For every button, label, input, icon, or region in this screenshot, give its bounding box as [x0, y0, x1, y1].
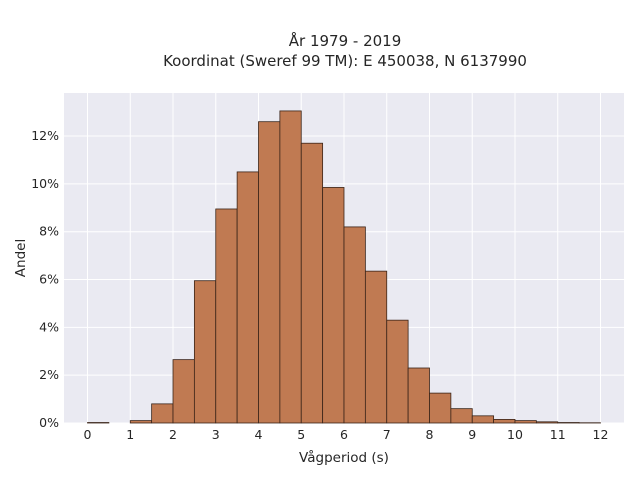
histogram-bar-18	[471, 415, 495, 424]
histogram-bar-12	[343, 226, 366, 424]
histogram-bar-15	[407, 367, 430, 424]
histogram-bar-4	[172, 359, 195, 424]
y-tick-label-2: 4%	[39, 319, 59, 334]
x-tick-labels: 0 1 2 3 4 5 6 7 8 9 10 11 12	[84, 427, 609, 442]
histogram-bar-13	[364, 270, 388, 424]
x-tick-label-4: 4	[255, 427, 263, 442]
histogram-bar-9	[279, 110, 302, 424]
y-tick-label-6: 12%	[31, 128, 59, 143]
x-tick-label-8: 8	[426, 427, 434, 442]
x-axis-label: Vågperiod (s)	[299, 449, 389, 466]
histogram-bar-16	[429, 392, 452, 424]
chart-title-line-1: År 1979 - 2019	[289, 31, 402, 50]
histogram-bar-3	[151, 403, 174, 424]
histogram-bar-2	[129, 420, 153, 424]
x-tick-label-3: 3	[212, 427, 220, 442]
histogram-bar-6	[215, 208, 238, 424]
histogram-bar-7	[236, 171, 259, 424]
x-tick-label-9: 9	[468, 427, 476, 442]
x-tick-label-6: 6	[340, 427, 348, 442]
x-tick-label-11: 11	[550, 427, 566, 442]
histogram-bar-21	[535, 421, 559, 424]
bars	[87, 110, 601, 424]
y-tick-label-3: 6%	[39, 272, 59, 287]
histogram-bar-5	[193, 280, 217, 424]
chart-title-line-2: Koordinat (Sweref 99 TM): E 450038, N 61…	[163, 52, 527, 70]
histogram-bar-11	[322, 187, 345, 424]
histogram-bar-19	[493, 419, 516, 424]
y-tick-labels: 0% 2% 4% 6% 8% 10% 12%	[31, 128, 59, 430]
x-tick-label-1: 1	[126, 427, 134, 442]
x-tick-label-2: 2	[169, 427, 177, 442]
y-tick-label-5: 10%	[31, 176, 59, 191]
x-tick-label-7: 7	[383, 427, 391, 442]
histogram-bar-14	[386, 319, 409, 424]
histogram-bar-8	[258, 121, 281, 424]
histogram-bar-20	[514, 420, 537, 424]
histogram-bar-10	[300, 142, 324, 424]
x-tick-label-5: 5	[297, 427, 305, 442]
y-axis-label: Andel	[13, 239, 29, 277]
y-tick-label-0: 0%	[39, 415, 59, 430]
x-tick-label-12: 12	[593, 427, 609, 442]
y-tick-label-4: 8%	[39, 224, 59, 239]
histogram-bar-17	[450, 408, 473, 424]
x-tick-label-10: 10	[507, 427, 523, 442]
x-tick-label-0: 0	[84, 427, 92, 442]
y-tick-label-1: 2%	[39, 367, 59, 382]
